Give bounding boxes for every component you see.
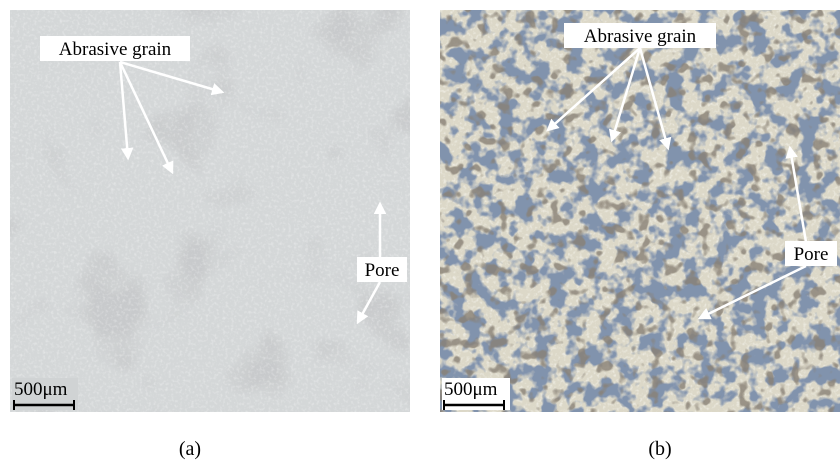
panel-b: Abrasive grain Pore 500μm (b) <box>440 10 840 460</box>
figure: Abrasive grain Pore 500μm (a) Abrasive g… <box>0 0 840 465</box>
annotation: Abrasive grain <box>584 26 697 47</box>
annotation: Abrasive grain <box>59 39 172 60</box>
annotation: Pore <box>365 260 400 281</box>
caption: (b) <box>648 438 671 460</box>
annotation: Pore <box>794 244 829 265</box>
caption: (a) <box>179 438 201 460</box>
scale-bar-label: 500μm <box>14 379 68 400</box>
panel-a: Abrasive grain Pore 500μm (a) <box>10 10 410 460</box>
scale-bar-label: 500μm <box>444 379 498 400</box>
